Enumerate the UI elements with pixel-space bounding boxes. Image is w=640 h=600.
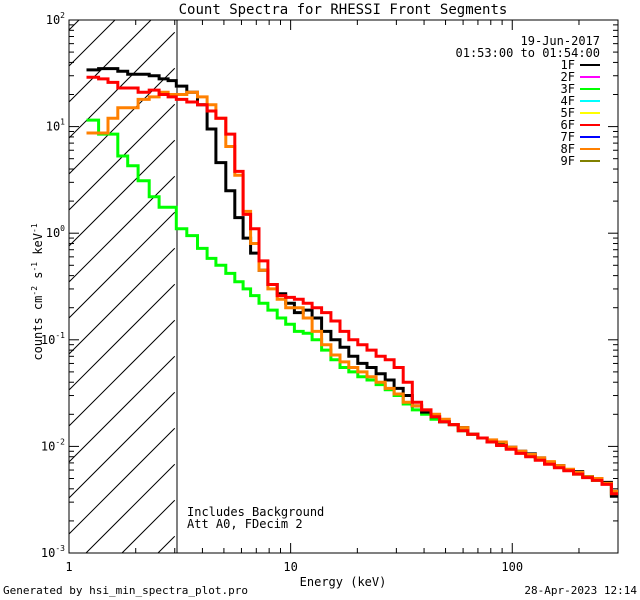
hatch-lines bbox=[68, 19, 176, 554]
y-axis-label-base: counts cm bbox=[31, 296, 45, 361]
y-axis-label-exp1: -2 bbox=[30, 286, 39, 296]
x-tick-label: 100 bbox=[501, 560, 523, 574]
y-tick-label: 101 bbox=[46, 118, 65, 134]
x-axis: 1 10 100 bbox=[65, 20, 619, 574]
legend-label-4F: 4F bbox=[561, 94, 575, 108]
date-label: 19-Jun-2017 bbox=[521, 34, 600, 48]
background-hatch-region bbox=[68, 19, 176, 554]
y-tick-label: 102 bbox=[46, 11, 65, 27]
y-axis-label-mid2: keV bbox=[31, 233, 45, 262]
legend-label-7F: 7F bbox=[561, 130, 575, 144]
y-tick-label: 10-2 bbox=[41, 437, 65, 453]
x-tick-label: 1 bbox=[65, 560, 72, 574]
legend-label-5F: 5F bbox=[561, 106, 575, 120]
y-tick-label: 100 bbox=[46, 224, 65, 240]
legend-label-9F: 9F bbox=[561, 154, 575, 168]
plot-frame bbox=[68, 19, 619, 554]
legend-label-1F: 1F bbox=[561, 58, 575, 72]
y-tick-label: 10-1 bbox=[41, 331, 65, 347]
y-tick-label: 10-3 bbox=[41, 544, 65, 560]
series-8F bbox=[86, 90, 618, 493]
y-axis-label-mid1: s bbox=[31, 272, 45, 286]
y-axis: 10-3 10-2 10-1 100 101 102 bbox=[41, 11, 618, 560]
series-1F bbox=[86, 67, 618, 498]
chart-title: Count Spectra for RHESSI Front Segments bbox=[179, 2, 508, 18]
series-layer bbox=[86, 67, 618, 498]
legend-label-2F: 2F bbox=[561, 70, 575, 84]
y-axis-label-exp3: -1 bbox=[30, 223, 39, 233]
legend-label-8F: 8F bbox=[561, 142, 575, 156]
y-axis-label: counts cm-2 s-1 keV-1 bbox=[30, 223, 45, 360]
series-3F bbox=[86, 118, 618, 497]
y-axis-label-exp2: -1 bbox=[30, 262, 39, 272]
x-tick-label: 10 bbox=[283, 560, 297, 574]
time-range-label: 01:53:00 to 01:54:00 bbox=[456, 46, 601, 60]
footer-generated-by: Generated by hsi_min_spectra_plot.pro bbox=[3, 584, 248, 597]
series-6F bbox=[86, 75, 618, 496]
annotation-background: Includes Background bbox=[187, 505, 324, 519]
legend-label-6F: 6F bbox=[561, 118, 575, 132]
x-axis-label: Energy (keV) bbox=[300, 575, 387, 589]
legend-label-3F: 3F bbox=[561, 82, 575, 96]
annotation-attenuator: Att A0, FDecim 2 bbox=[187, 517, 303, 531]
footer-timestamp: 28-Apr-2023 12:14 bbox=[524, 584, 637, 597]
